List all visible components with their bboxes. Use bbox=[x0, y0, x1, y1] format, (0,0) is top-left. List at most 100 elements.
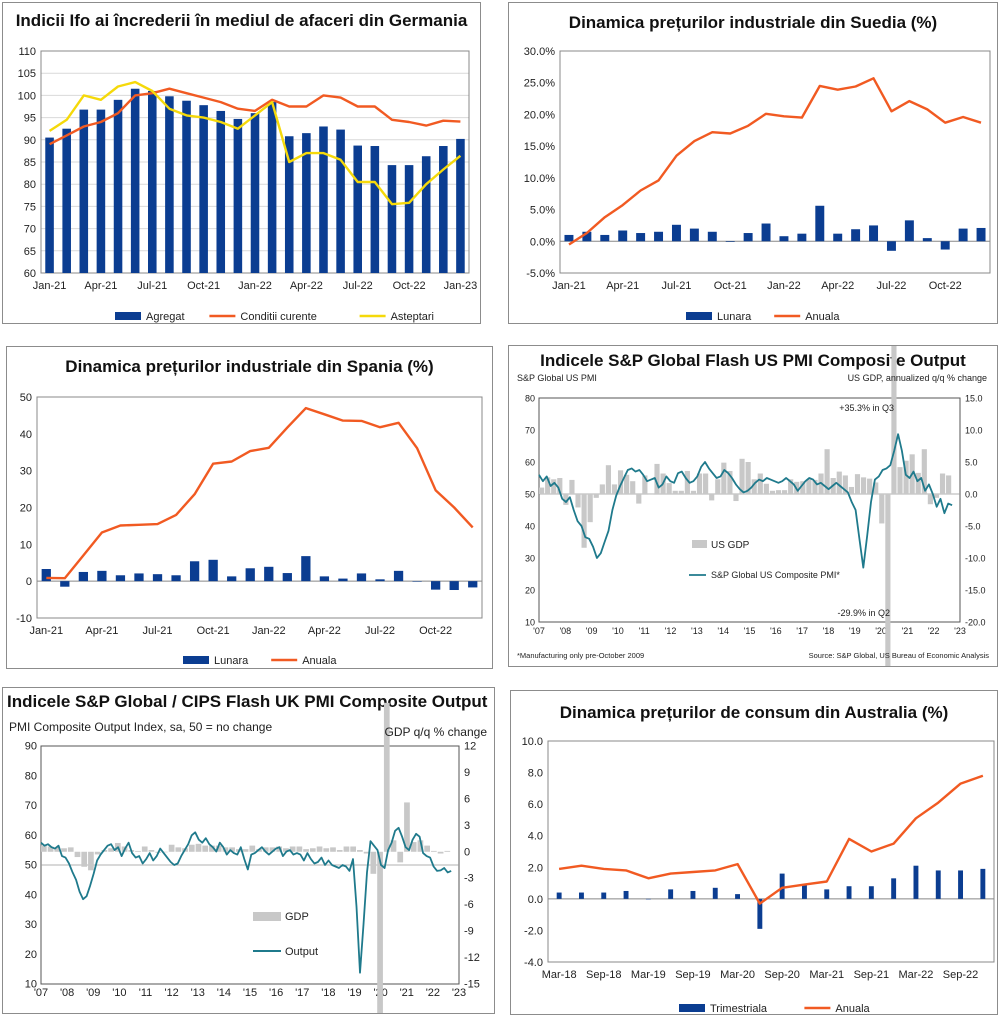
x-tick-label: Oct-22 bbox=[419, 625, 452, 637]
y-tick-label: 110 bbox=[18, 46, 36, 58]
pmi-line bbox=[40, 826, 452, 974]
legend-swatch bbox=[253, 912, 281, 921]
gdp-bar bbox=[316, 846, 323, 852]
bar bbox=[79, 109, 89, 273]
left-tick-label: 40 bbox=[25, 889, 37, 901]
series-line bbox=[49, 87, 461, 146]
legend-swatch bbox=[692, 540, 707, 548]
bar bbox=[336, 129, 345, 273]
legend-label: Anuala bbox=[835, 1003, 870, 1014]
bar bbox=[439, 146, 448, 273]
y-tick-label: 85 bbox=[24, 157, 36, 169]
right-tick-label: -5.0 bbox=[965, 522, 981, 532]
x-tick-label: '15 bbox=[243, 987, 257, 999]
legend-label: S&P Global US Composite PMI* bbox=[711, 570, 840, 580]
bar bbox=[958, 870, 964, 899]
y-tick-label: 6.0 bbox=[528, 799, 543, 811]
gdp-bar bbox=[94, 851, 101, 855]
left-tick-label: 60 bbox=[25, 830, 37, 842]
gdp-bar bbox=[424, 845, 430, 852]
bar bbox=[468, 581, 478, 588]
bar bbox=[284, 136, 294, 273]
bar bbox=[779, 873, 785, 899]
gdp-bar bbox=[599, 484, 605, 494]
bar bbox=[199, 105, 208, 273]
bar bbox=[922, 238, 932, 242]
left-tick-label: 70 bbox=[25, 800, 37, 812]
gdp-bar bbox=[624, 474, 630, 494]
x-tick-label: Sep-18 bbox=[586, 969, 621, 981]
gdp-bar bbox=[648, 494, 654, 495]
x-tick-label: Sep-20 bbox=[764, 969, 799, 981]
legend-swatch bbox=[679, 1004, 705, 1012]
gdp-bar bbox=[74, 851, 81, 858]
gdp-bar bbox=[617, 470, 624, 494]
gdp-bar bbox=[336, 850, 343, 852]
gdp-bar bbox=[946, 475, 952, 494]
gdp-bar bbox=[842, 475, 848, 494]
legend-label: Lunara bbox=[717, 311, 752, 323]
x-tick-label: '11 bbox=[639, 626, 650, 636]
gdp-bar bbox=[636, 494, 642, 504]
y-tick-label: 70 bbox=[24, 224, 36, 236]
bar bbox=[134, 573, 144, 582]
plot-area bbox=[547, 740, 995, 963]
x-tick-label: Oct-21 bbox=[187, 280, 220, 292]
gdp-bar bbox=[417, 840, 424, 852]
panel-australia-cpi: Dinamica prețurilor de consum din Austra… bbox=[510, 690, 998, 1015]
gdp-bar bbox=[303, 849, 309, 852]
gdp-bar bbox=[135, 850, 141, 852]
y-tick-label: 0.0% bbox=[530, 236, 555, 248]
gdp-bar bbox=[88, 851, 94, 871]
right-tick-label: 0 bbox=[464, 846, 470, 858]
chart-title: Dinamica prețurilor industriale din Span… bbox=[65, 357, 434, 376]
right-axis-title: GDP q/q % change bbox=[384, 725, 487, 739]
bar bbox=[976, 227, 986, 242]
bar bbox=[148, 90, 157, 274]
legend-label: US GDP bbox=[711, 540, 750, 551]
x-tick-label: Jan-22 bbox=[238, 280, 272, 292]
bar bbox=[940, 241, 950, 250]
annotation-high: +35.3% in Q3 bbox=[839, 403, 894, 413]
x-tick-label: '23 bbox=[954, 626, 966, 636]
bar bbox=[779, 236, 789, 242]
panel-uk-pmi: Indicele S&P Global / CIPS Flash UK PMI … bbox=[2, 687, 495, 1014]
left-tick-label: 70 bbox=[525, 426, 535, 436]
bar bbox=[404, 165, 414, 273]
y-tick-label: 0 bbox=[26, 576, 32, 588]
gdp-bar bbox=[545, 477, 551, 494]
left-tick-label: 30 bbox=[25, 919, 37, 931]
gdp-bar bbox=[763, 483, 769, 494]
x-tick-label: Jan-21 bbox=[29, 625, 63, 637]
gdp-bar bbox=[188, 844, 195, 852]
gdp-bar bbox=[242, 849, 249, 852]
bar bbox=[886, 241, 896, 251]
right-tick-label: -10.0 bbox=[965, 554, 986, 564]
gdp-bar bbox=[806, 479, 812, 494]
x-tick-label: '18 bbox=[823, 626, 835, 636]
gdp-bar bbox=[539, 487, 545, 494]
gdp-bar bbox=[684, 470, 690, 494]
bar bbox=[233, 118, 243, 273]
gdp-bar bbox=[148, 850, 155, 852]
bar bbox=[375, 579, 385, 582]
gdp-bar bbox=[575, 494, 581, 508]
bar bbox=[600, 234, 610, 242]
gdp-bar bbox=[703, 473, 709, 494]
y-tick-label: 10 bbox=[20, 539, 32, 551]
subtitle: PMI Composite Output Index, sa, 50 = no … bbox=[9, 720, 272, 734]
right-axis-title: US GDP, annualized q/q % change bbox=[848, 373, 987, 383]
x-tick-label: '22 bbox=[928, 626, 940, 636]
gdp-bar bbox=[696, 473, 703, 494]
chart-us-pmi: 10 20 30 40 50 60 70 80 -20.0 -15.0 -10.0 -5.0 0.0 5.… bbox=[517, 346, 989, 666]
x-tick-label: Apr-22 bbox=[308, 625, 341, 637]
bar bbox=[113, 99, 123, 273]
x-tick-label: Jan-22 bbox=[252, 625, 286, 637]
bar bbox=[618, 230, 628, 242]
y-tick-label: 4.0 bbox=[528, 831, 543, 843]
gdp-bar bbox=[587, 494, 593, 523]
bar bbox=[833, 233, 843, 242]
legend-label: Trimestriala bbox=[710, 1003, 768, 1014]
gdp-bar bbox=[782, 490, 788, 494]
x-tick-label: Oct-22 bbox=[929, 280, 962, 292]
